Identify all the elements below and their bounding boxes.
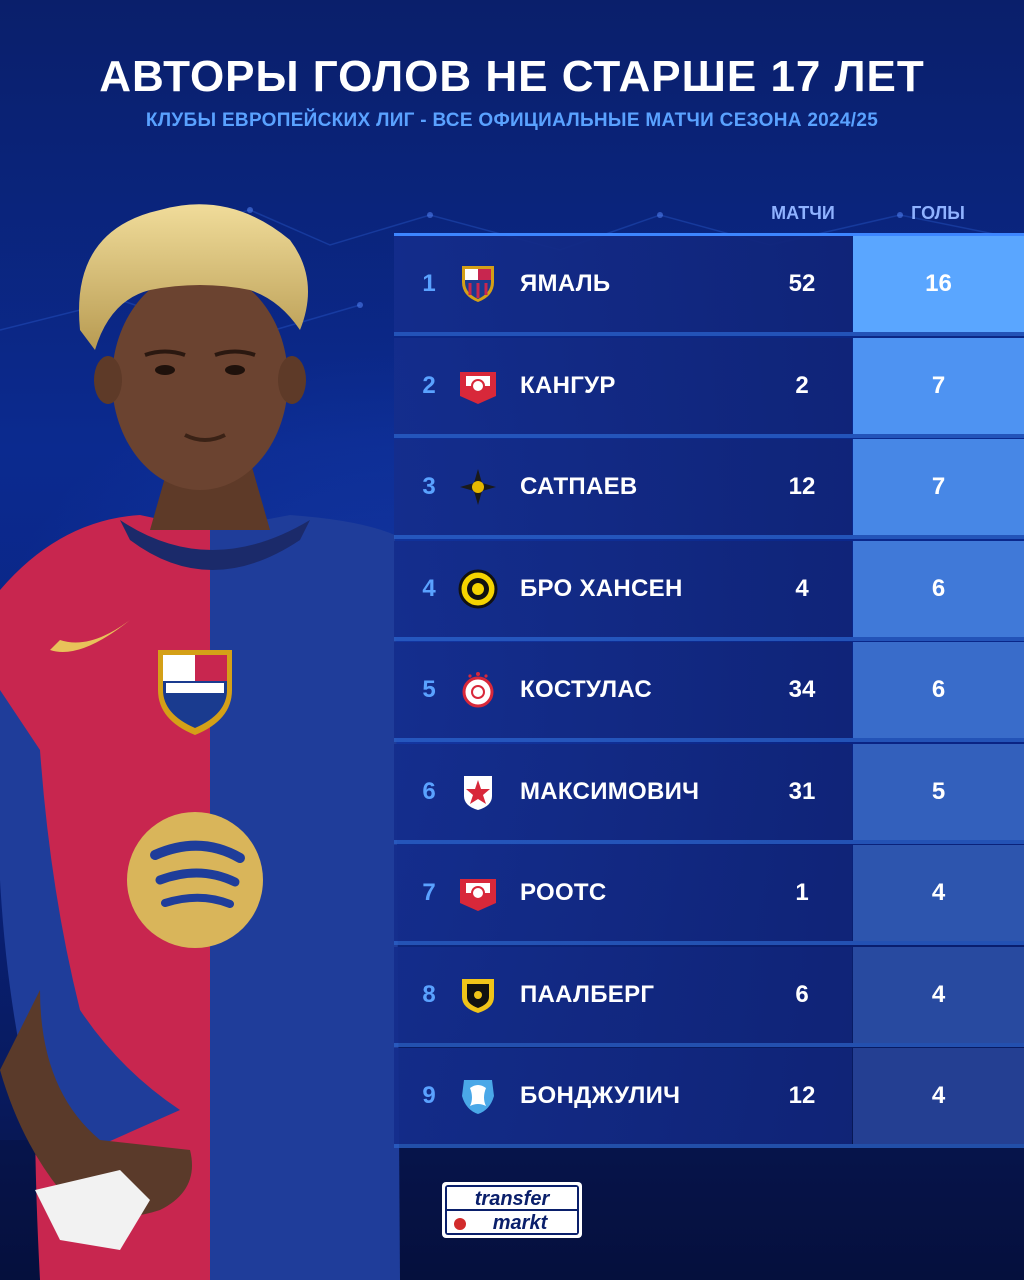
player-name: БОНДЖУЛИЧ	[520, 1082, 681, 1109]
goals-value: 4	[931, 879, 946, 906]
red-white-shield-icon	[460, 879, 496, 911]
player-name: РООТС	[520, 879, 607, 906]
rank-number: 4	[422, 574, 436, 602]
red-star-icon	[464, 775, 492, 810]
table-row: 8 ПААЛБЕРГ 6 4	[394, 946, 1024, 1047]
column-header-goals: ГОЛЫ	[911, 203, 965, 223]
goals-cell-background	[853, 743, 1024, 840]
goals-cell-background	[853, 1048, 1024, 1144]
goals-cell-background	[853, 946, 1024, 1043]
player-name: БРО ХАНСЕН	[520, 574, 683, 602]
table-row: 6 МАКСИМОВИЧ 31 5	[394, 743, 1024, 844]
transfermarkt-logo: transfer markt	[442, 1182, 582, 1238]
matches-value: 12	[788, 473, 816, 500]
matches-value: 52	[788, 270, 816, 297]
goals-cell-background	[853, 540, 1024, 637]
rank-number: 7	[422, 879, 436, 906]
player-name: САТПАЕВ	[520, 473, 638, 500]
rank-number: 9	[422, 1082, 436, 1109]
rank-number: 6	[422, 777, 436, 805]
svg-text:markt: markt	[493, 1212, 549, 1234]
column-header-matches: МАТЧИ	[771, 203, 835, 223]
table-row: 9 БОНДЖУЛИЧ 12 4	[394, 1048, 1024, 1148]
row-divider	[394, 1144, 1024, 1148]
goals-value: 7	[931, 473, 946, 500]
row-divider	[394, 433, 1024, 438]
goals-value: 4	[931, 980, 946, 1008]
matches-value: 6	[795, 980, 809, 1008]
row-divider	[394, 941, 1024, 945]
row-divider	[394, 1042, 1024, 1047]
table-row: 2 КАНГУР 2 7	[394, 337, 1024, 438]
bodo-glimt-icon	[458, 569, 498, 608]
barcelona-crest-icon	[462, 266, 494, 302]
player-name: ПААЛБЕРГ	[520, 980, 655, 1008]
row-divider	[394, 738, 1024, 742]
blue-white-crest-icon	[462, 1080, 494, 1114]
table-top-divider	[394, 233, 1024, 236]
rank-number: 5	[422, 676, 436, 703]
matches-value: 2	[795, 371, 809, 399]
rank-number: 1	[422, 270, 436, 297]
table-row: 5 КОСТУЛАС 34 6	[394, 642, 1024, 742]
black-yellow-shield-icon	[462, 978, 494, 1013]
row-divider	[394, 839, 1024, 844]
player-name: КАНГУР	[520, 371, 616, 399]
goals-cell-background	[853, 845, 1024, 941]
page-title: АВТОРЫ ГОЛОВ НЕ СТАРШЕ 17 ЛЕТ	[99, 52, 925, 101]
row-divider	[394, 636, 1024, 641]
red-white-shield-icon	[460, 371, 496, 404]
table-row: 7 РООТС 1 4	[394, 845, 1024, 945]
goals-value: 7	[931, 371, 946, 399]
rank-number: 3	[422, 473, 436, 500]
rank-number: 2	[422, 371, 436, 399]
player-name: КОСТУЛАС	[520, 676, 653, 703]
matches-value: 34	[788, 676, 816, 703]
goals-value: 6	[931, 676, 946, 703]
row-divider	[394, 332, 1024, 336]
olympiacos-icon	[462, 672, 494, 708]
page-subtitle: КЛУБЫ ЕВРОПЕЙСКИХ ЛИГ - ВСЕ ОФИЦИАЛЬНЫЕ …	[145, 110, 879, 131]
matches-value: 12	[788, 1082, 816, 1109]
goals-cell-background	[853, 236, 1024, 332]
table-row: 3 САТПАЕВ 12 7	[394, 439, 1024, 539]
goals-cell-background	[853, 439, 1024, 535]
player-name: ЯМАЛЬ	[520, 270, 611, 297]
player-name: МАКСИМОВИЧ	[520, 777, 700, 805]
table-row: 4 БРО ХАНСЕН 4 6	[394, 540, 1024, 641]
goals-cell-background	[853, 642, 1024, 738]
goals-value: 5	[931, 777, 946, 805]
matches-value: 31	[788, 777, 816, 805]
row-divider	[394, 535, 1024, 539]
svg-text:transfer: transfer	[475, 1188, 551, 1210]
matches-value: 1	[795, 879, 809, 906]
goals-cell-background	[853, 337, 1024, 434]
kairat-star-icon	[460, 469, 496, 505]
player-photo	[0, 204, 400, 1280]
matches-value: 4	[795, 574, 809, 602]
goals-value: 6	[931, 574, 946, 602]
goals-value: 4	[931, 1082, 946, 1109]
table-row: 1 ЯМАЛЬ 52 16	[394, 236, 1024, 336]
goals-value: 16	[925, 270, 952, 297]
rank-number: 8	[422, 980, 436, 1008]
